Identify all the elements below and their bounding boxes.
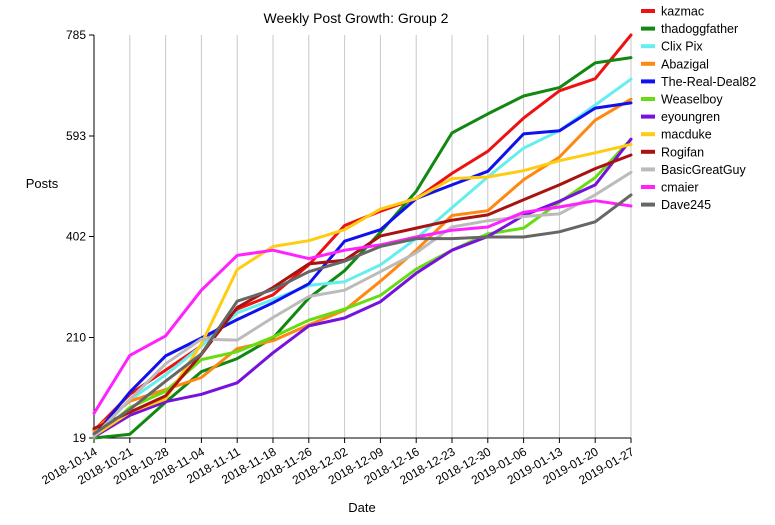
series-line-clix-pix bbox=[92, 77, 633, 435]
y-tick-label: 785 bbox=[66, 28, 86, 42]
legend-label: kazmac bbox=[661, 5, 704, 19]
legend-label: Rogifan bbox=[661, 145, 704, 159]
legend: kazmac thadoggfather Clix Pix Abazigal The-R… bbox=[641, 5, 756, 212]
series-line-cmaier bbox=[92, 199, 633, 415]
series-lines bbox=[92, 33, 633, 440]
legend-label: Weaselboy bbox=[661, 93, 723, 107]
axes: 192104025937852018-10-142018-10-212018-1… bbox=[39, 28, 636, 487]
series-line-basicgreatguy bbox=[92, 170, 633, 438]
series-line-eyoungren bbox=[92, 137, 633, 439]
legend-label: macduke bbox=[661, 128, 712, 142]
series-line-rogifan bbox=[92, 153, 633, 430]
legend-label: thadoggfather bbox=[661, 22, 738, 36]
legend-label: Clix Pix bbox=[661, 40, 703, 54]
legend-label: eyoungren bbox=[661, 110, 720, 124]
legend-label: Dave245 bbox=[661, 198, 711, 212]
legend-label: BasicGreatGuy bbox=[661, 163, 747, 177]
series-line-thadoggfather bbox=[92, 56, 633, 440]
legend-label: Abazigal bbox=[661, 57, 709, 71]
series-line-dave245 bbox=[92, 193, 633, 436]
y-tick-label: 210 bbox=[66, 331, 86, 345]
series-line-the-real-deal82 bbox=[92, 101, 633, 438]
x-axis-label: Date bbox=[348, 500, 375, 515]
legend-label: The-Real-Deal82 bbox=[661, 75, 756, 89]
chart-title: Weekly Post Growth: Group 2 bbox=[264, 10, 449, 26]
y-tick-label: 19 bbox=[73, 431, 87, 445]
series-line-macduke bbox=[92, 142, 633, 438]
y-tick-label: 402 bbox=[66, 230, 86, 244]
series-line-abazigal bbox=[92, 97, 633, 432]
y-tick-label: 593 bbox=[66, 129, 86, 143]
y-axis-label: Posts bbox=[26, 176, 59, 191]
legend-label: cmaier bbox=[661, 181, 699, 195]
